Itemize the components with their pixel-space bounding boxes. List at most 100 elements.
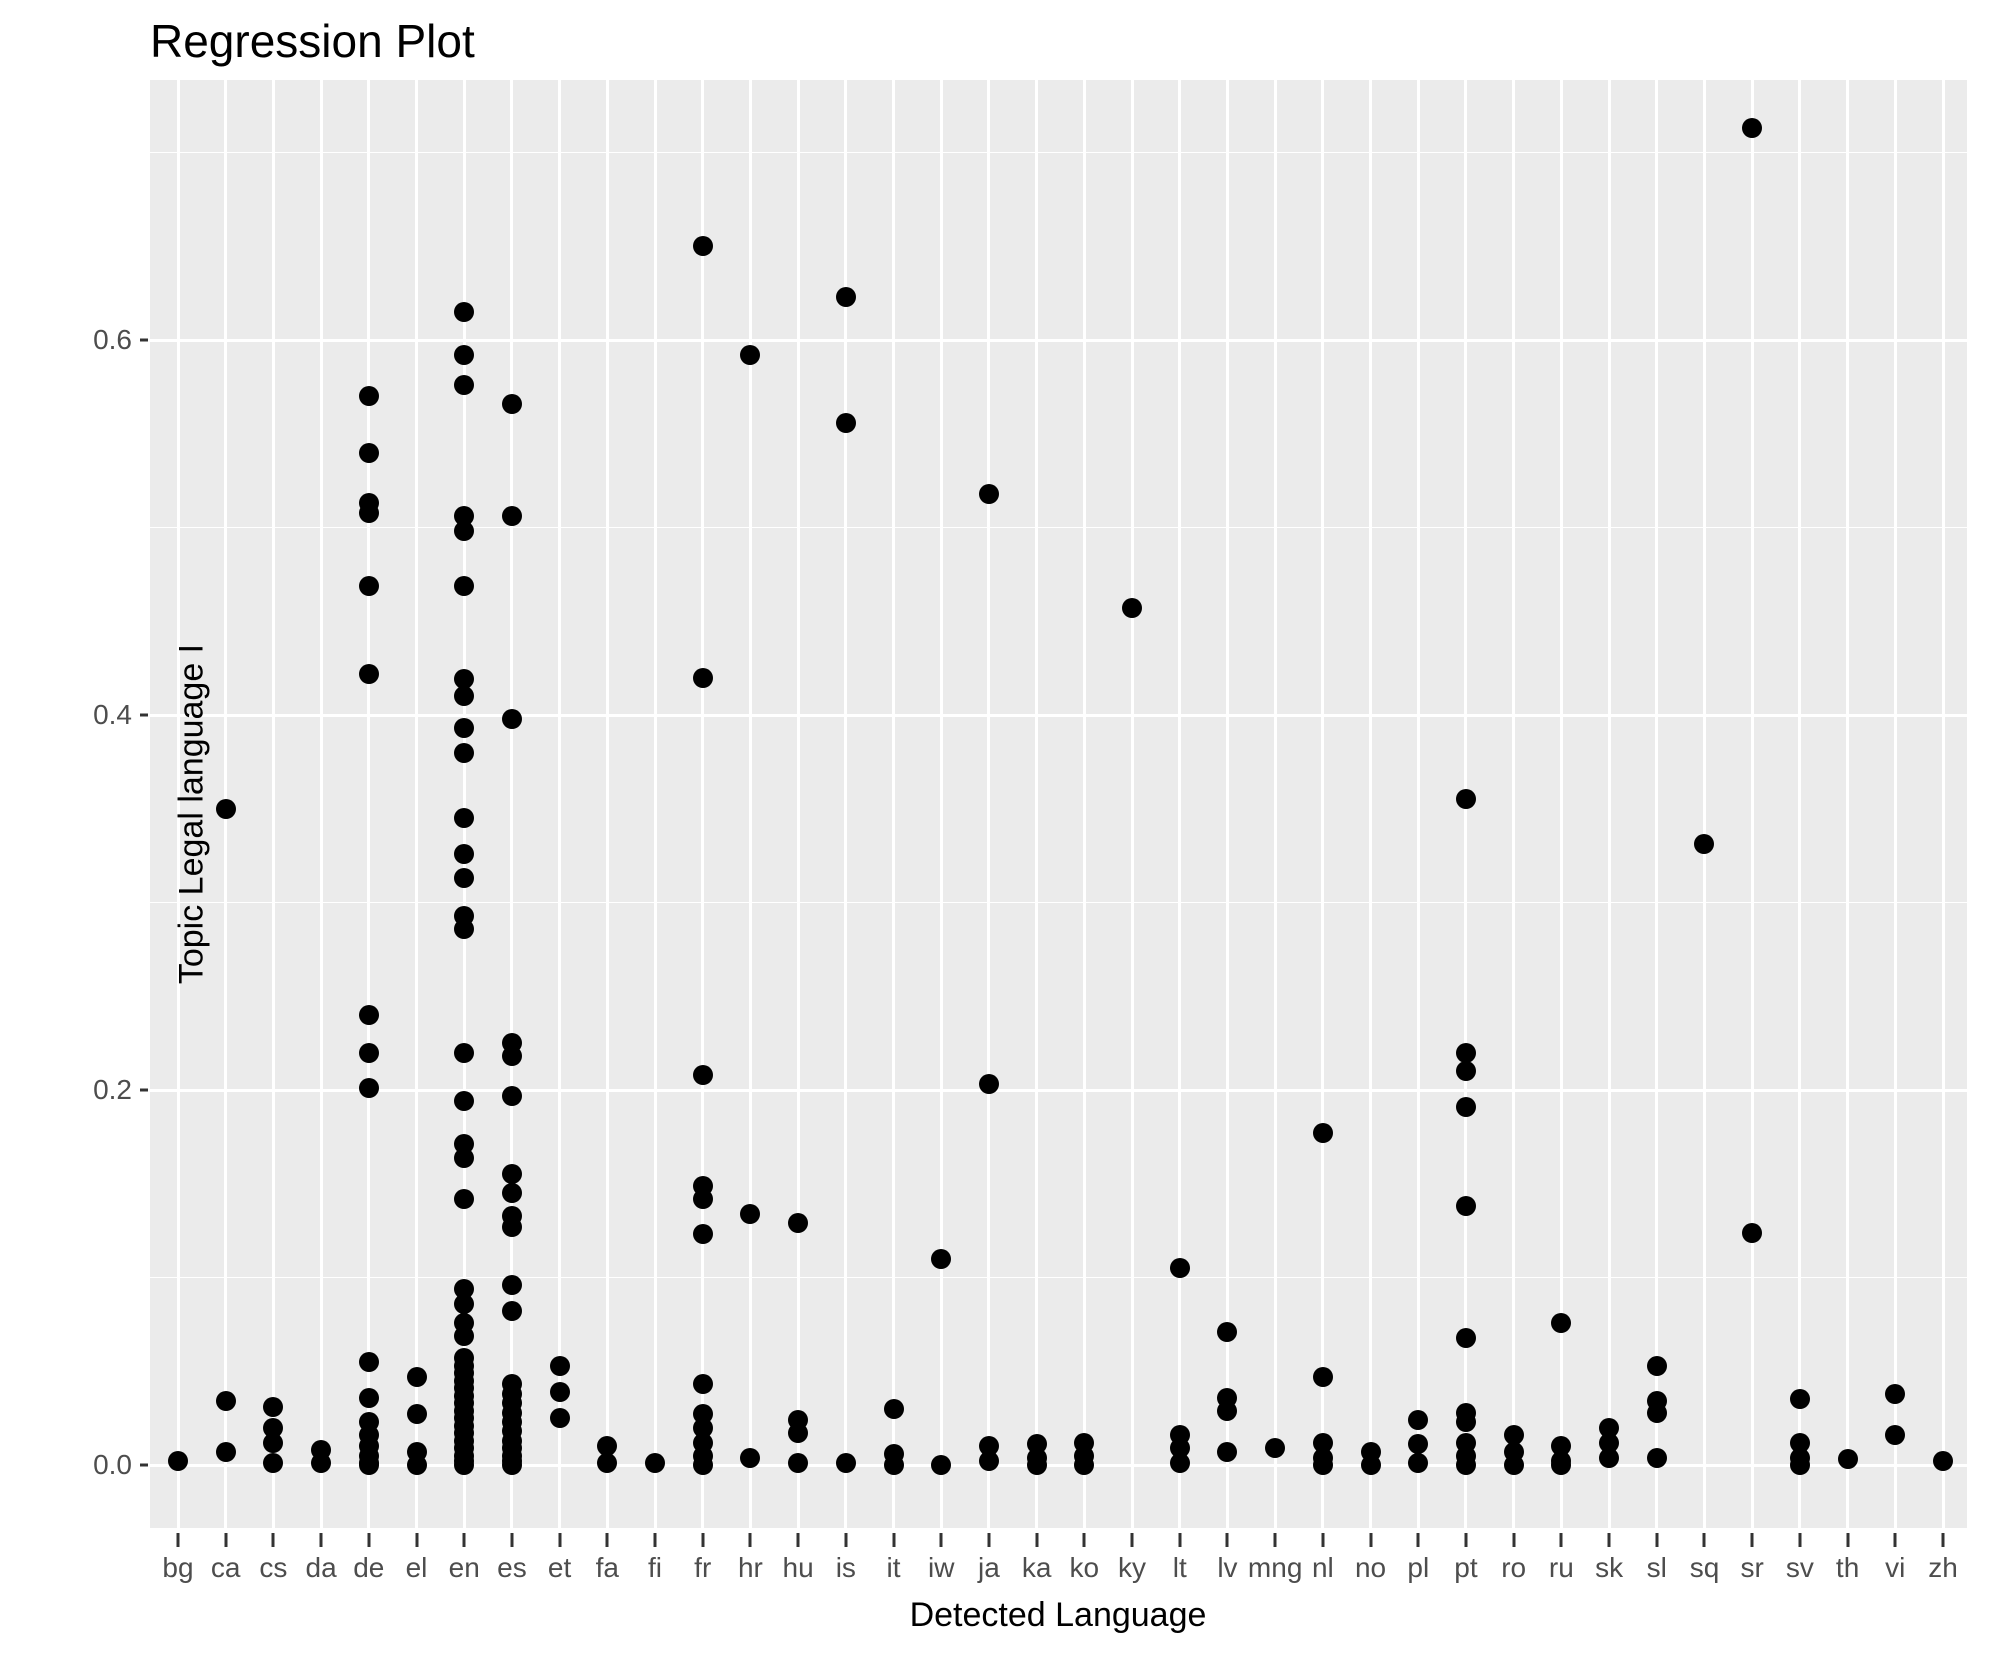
x-axis-tick (319, 1533, 323, 1547)
x-axis-tick (176, 1533, 180, 1547)
x-axis-tick-label: ru (1548, 1552, 1574, 1583)
data-point (1694, 834, 1715, 855)
data-point (1312, 1366, 1333, 1387)
major-gridline-vertical (605, 80, 609, 1528)
data-point (1074, 1455, 1095, 1475)
x-axis-tick-label: lt (1172, 1552, 1187, 1583)
x-axis-tick (987, 1533, 991, 1547)
major-gridline-vertical (1369, 80, 1373, 1528)
data-point (1312, 1123, 1333, 1144)
y-axis-tick-label: 0.4 (93, 699, 132, 730)
data-point (978, 1074, 999, 1095)
x-axis-tick (367, 1533, 371, 1547)
data-point (835, 412, 856, 433)
x-axis-tick (1702, 1533, 1706, 1547)
x-axis-tick-label: pt (1454, 1552, 1478, 1583)
data-point (645, 1453, 666, 1474)
data-point (1599, 1447, 1620, 1468)
data-point (501, 1301, 522, 1322)
major-gridline-vertical (319, 80, 323, 1528)
major-gridline-vertical (1035, 80, 1039, 1528)
data-point (1742, 1222, 1763, 1243)
data-point (1408, 1434, 1429, 1455)
data-point (931, 1455, 952, 1475)
x-axis-tick (701, 1533, 705, 1547)
x-axis-tick (653, 1533, 657, 1547)
data-point (692, 1188, 713, 1209)
data-point (454, 1147, 475, 1168)
x-axis-tick-label: no (1354, 1552, 1387, 1583)
x-axis-tick-label: th (1835, 1552, 1860, 1583)
data-point (358, 663, 379, 684)
x-axis-tick-label: it (886, 1552, 901, 1583)
data-point (168, 1451, 188, 1472)
data-point (311, 1453, 332, 1474)
data-point (692, 1224, 713, 1245)
major-gridline-horizontal (150, 338, 1967, 342)
x-axis-tick-label: de (353, 1552, 385, 1583)
x-axis-tick-label: sr (1740, 1552, 1764, 1583)
data-point (788, 1423, 809, 1444)
x-axis-tick (1750, 1533, 1754, 1547)
data-point (358, 1387, 379, 1408)
data-point (549, 1355, 570, 1376)
x-axis-tick-label: bg (162, 1552, 194, 1583)
data-point (215, 1391, 236, 1412)
data-point (454, 521, 475, 542)
x-axis-tick (1035, 1533, 1039, 1547)
data-point (1408, 1453, 1429, 1474)
major-gridline-vertical (1893, 80, 1897, 1528)
x-axis-tick (271, 1533, 275, 1547)
x-axis-tick (1225, 1533, 1229, 1547)
data-point (501, 708, 522, 729)
data-point (978, 483, 999, 504)
data-point (1742, 118, 1763, 139)
data-point (501, 1455, 522, 1475)
data-point (263, 1453, 284, 1474)
x-axis-tick-label: sv (1785, 1552, 1814, 1583)
x-axis-tick-label: ca (210, 1552, 241, 1583)
data-point (1360, 1455, 1381, 1475)
x-axis-tick-label: lv (1217, 1552, 1238, 1583)
major-gridline-vertical (892, 80, 896, 1528)
data-point (454, 718, 475, 739)
data-point (454, 1042, 475, 1063)
x-axis-tick (844, 1533, 848, 1547)
major-gridline-vertical (1082, 80, 1086, 1528)
data-point (358, 575, 379, 596)
data-point (1455, 1096, 1476, 1117)
x-axis-tick (1082, 1533, 1086, 1547)
data-point (406, 1404, 427, 1425)
y-axis-title: Topic Legal language I (172, 643, 211, 985)
data-point (454, 1325, 475, 1346)
major-gridline-vertical (1846, 80, 1850, 1528)
major-gridline-vertical (271, 80, 275, 1528)
x-axis-tick (796, 1533, 800, 1547)
data-point (454, 575, 475, 596)
x-axis-tick (892, 1533, 896, 1547)
major-gridline-horizontal (150, 1088, 1967, 1092)
major-gridline-vertical (1416, 80, 1420, 1528)
data-point (358, 442, 379, 463)
data-point (788, 1213, 809, 1234)
data-point (501, 1275, 522, 1295)
data-point (931, 1248, 952, 1269)
data-point (1837, 1449, 1858, 1470)
major-gridline-vertical (510, 80, 514, 1528)
data-point (883, 1455, 904, 1475)
data-point (1455, 1196, 1476, 1217)
data-point (1122, 598, 1143, 619)
data-point (692, 1417, 713, 1438)
data-point (263, 1432, 284, 1453)
data-point (1312, 1455, 1333, 1475)
data-point (740, 345, 761, 365)
data-point (263, 1396, 284, 1417)
data-point (1217, 1400, 1238, 1421)
y-axis-tick-label: 0.0 (93, 1449, 132, 1480)
data-point (501, 1164, 522, 1185)
plot-title: Regression Plot (150, 15, 475, 67)
major-gridline-vertical (748, 80, 752, 1528)
data-point (1789, 1455, 1810, 1475)
minor-gridline-horizontal (150, 901, 1967, 904)
